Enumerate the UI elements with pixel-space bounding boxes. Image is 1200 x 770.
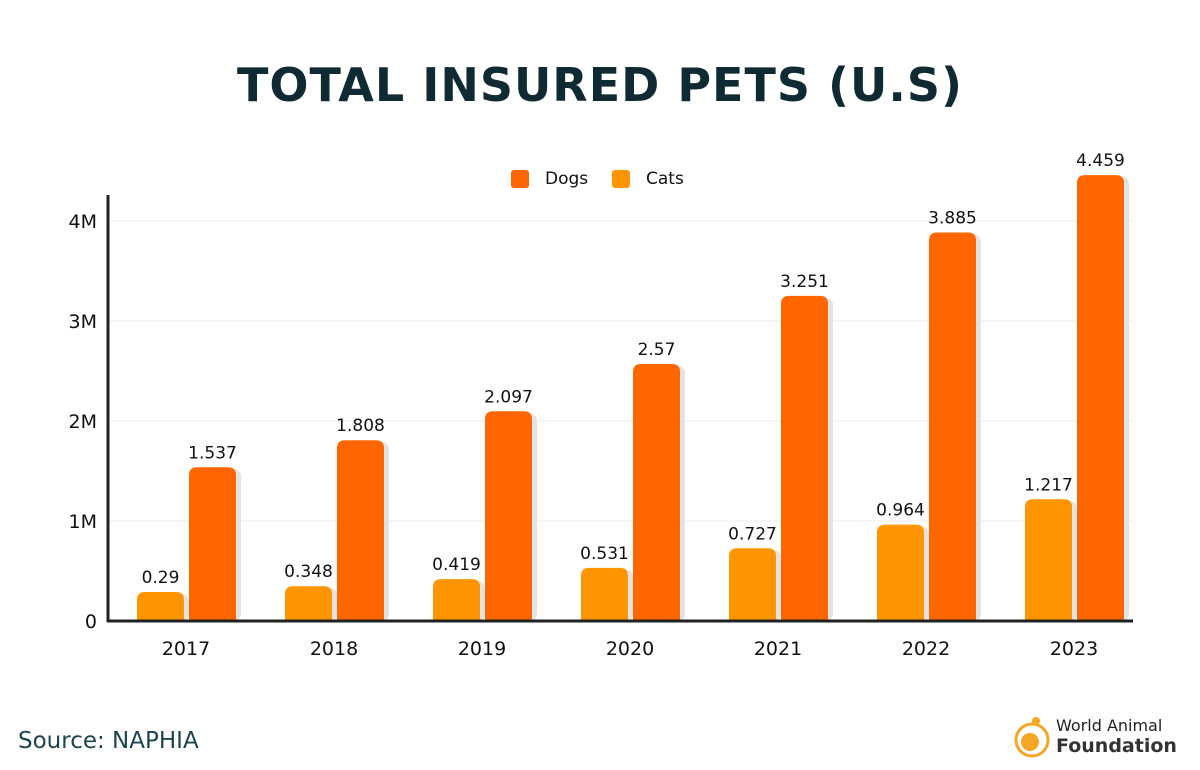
cats-bar [877, 524, 924, 621]
cats-bar [137, 592, 184, 621]
dogs-bar [337, 440, 384, 621]
dogs-bar [781, 295, 828, 621]
data-label: 2.57 [638, 340, 676, 360]
data-label: 1.808 [336, 416, 385, 436]
data-label: 0.531 [580, 544, 629, 564]
data-label: 0.29 [142, 568, 180, 588]
world-animal-foundation-logo: World Animal Foundation [1012, 712, 1182, 762]
legend-label-cats: Cats [646, 169, 684, 189]
logo-line2: Foundation [1056, 735, 1177, 757]
dogs-bar [1077, 175, 1124, 621]
chart-title: TOTAL INSURED PETS (U.S) [236, 58, 964, 112]
cats-bar [285, 586, 332, 621]
cats-bar [729, 548, 776, 621]
data-label: 4.459 [1076, 151, 1125, 171]
y-tick-label: 4M [69, 211, 97, 233]
y-tick-label: 0 [85, 611, 97, 633]
data-label: 1.537 [188, 443, 237, 463]
data-label: 2.097 [484, 387, 533, 407]
data-label: 0.964 [876, 501, 925, 521]
data-label: 3.251 [780, 272, 829, 292]
data-label: 3.885 [928, 209, 977, 229]
data-label: 0.419 [432, 555, 481, 575]
legend-swatch-dogs [511, 170, 529, 188]
legend-label-dogs: Dogs [545, 169, 588, 189]
cats-bar [1025, 499, 1072, 621]
x-tick-label: 2021 [754, 638, 802, 660]
dogs-bar [189, 467, 236, 621]
x-tick-label: 2022 [902, 638, 950, 660]
x-tick-label: 2017 [162, 638, 210, 660]
legend-swatch-cats [612, 170, 630, 188]
logo-line1: World Animal [1056, 716, 1163, 735]
data-label: 0.727 [728, 524, 777, 544]
x-tick-label: 2020 [606, 638, 654, 660]
cats-bar [581, 567, 628, 621]
data-label: 1.217 [1024, 475, 1073, 495]
y-tick-label: 1M [69, 511, 97, 533]
x-tick-label: 2019 [458, 638, 506, 660]
dogs-bar [929, 232, 976, 621]
y-tick-label: 2M [69, 411, 97, 433]
source-note: Source: NAPHIA [18, 728, 199, 754]
data-label: 0.348 [284, 562, 333, 582]
dogs-bar [485, 411, 532, 621]
x-tick-label: 2018 [310, 638, 358, 660]
paw-logo-icon [1014, 717, 1050, 758]
y-tick-label: 3M [69, 311, 97, 333]
x-tick-label: 2023 [1050, 638, 1098, 660]
dogs-bar [633, 364, 680, 621]
cats-bar [433, 579, 480, 621]
